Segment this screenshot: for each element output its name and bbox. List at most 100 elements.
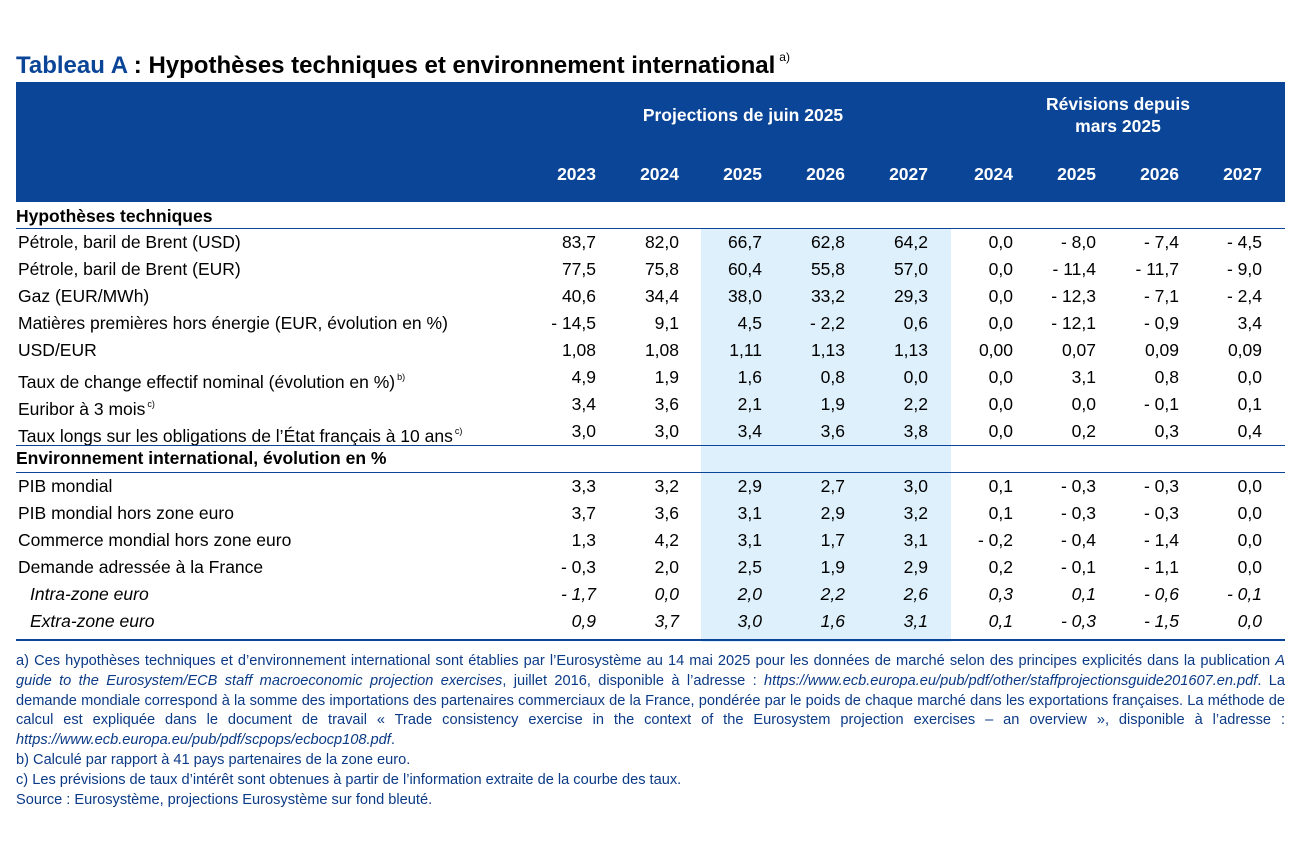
cell-value: 3,2 (654, 476, 679, 496)
cell-value: - 0,1 (1143, 394, 1179, 414)
row-label-text: Taux de change effectif nominal (évoluti… (18, 372, 396, 392)
row-label-text: Taux longs sur les obligations de l’État… (18, 426, 453, 446)
cell-value: 34,4 (644, 286, 679, 306)
title-text: Hypothèses techniques et environnement i… (148, 52, 776, 79)
row-label-text: Euribor à 3 mois (18, 399, 146, 419)
table-row: Extra-zone euro 0,9 3,7 3,0 1,6 3,1 0,1 - 0,3 - … (16, 608, 1285, 635)
cell-value: - 0,9 (1143, 313, 1179, 333)
cell-value: 2,9 (737, 476, 762, 496)
cell-value: 1,3 (571, 530, 596, 550)
cell-value: 1,9 (820, 394, 845, 414)
cell-value: - 0,3 (1060, 503, 1096, 523)
cell-value: 0,9 (571, 611, 596, 631)
cell-value: 3,6 (654, 503, 679, 523)
divider (16, 639, 1285, 641)
cell-value: 82,0 (644, 232, 679, 252)
revisions-group-header: Révisions depuis mars 2025 (1001, 93, 1235, 137)
row-label-text: Matières premières hors énergie (EUR, év… (18, 313, 448, 333)
year-header: 2026 (1140, 164, 1179, 184)
cell-value: 0,6 (903, 313, 928, 333)
cell-value: 0,0 (988, 394, 1013, 414)
footnote-a-link[interactable]: https://www.ecb.europa.eu/pub/pdf/other/… (764, 672, 1258, 689)
cell-value: - 8,0 (1060, 232, 1096, 252)
cell-value: 0,0 (988, 421, 1013, 441)
row-label-text: Pétrole, baril de Brent (USD) (18, 232, 241, 252)
cell-value: 3,4 (1237, 313, 1262, 333)
year-header: 2026 (806, 164, 845, 184)
cell-value: 1,13 (810, 340, 845, 360)
footnote-marker: b) (397, 372, 406, 382)
footnotes: a) Ces hypothèses techniques et d’enviro… (16, 652, 1285, 810)
footnote-a-text: a) Ces hypothèses techniques et d’enviro… (16, 653, 1276, 669)
cell-value: 3,8 (903, 421, 928, 441)
cell-value: 66,7 (727, 232, 762, 252)
cell-value: 1,11 (729, 340, 762, 360)
row-label-text: PIB mondial (18, 476, 113, 496)
title-separator: : (127, 52, 149, 79)
cell-value: - 12,1 (1051, 313, 1096, 333)
cell-value: - 0,1 (1226, 584, 1262, 604)
cell-value: 3,1 (903, 530, 928, 550)
cell-value: 0,3 (988, 584, 1013, 604)
revisions-header-line2: mars 2025 (1075, 116, 1161, 136)
cell-value: - 0,6 (1143, 584, 1179, 604)
table-row: PIB mondial hors zone euro 3,7 3,6 3,1 2,9 3,… (16, 500, 1285, 527)
cell-value: 0,1 (988, 503, 1013, 523)
row-label: Commerce mondial hors zone euro (18, 527, 291, 554)
row-label-text: Gaz (EUR/MWh) (18, 286, 150, 306)
footnote-a: a) Ces hypothèses techniques et d’enviro… (16, 652, 1285, 751)
row-label: Extra-zone euro (30, 608, 155, 635)
divider (16, 472, 1285, 473)
cell-value: 3,0 (654, 421, 679, 441)
revisions-header-line1: Révisions depuis (1046, 94, 1190, 114)
cell-value: 2,0 (737, 584, 762, 604)
cell-value: 9,1 (654, 313, 679, 333)
footnote-marker: c) (147, 399, 155, 409)
cell-value: 3,4 (571, 394, 596, 414)
cell-value: - 14,5 (551, 313, 596, 333)
divider (16, 445, 1285, 446)
row-label: Intra-zone euro (30, 581, 149, 608)
table-row: Pétrole, baril de Brent (EUR) 77,5 75,8 60,… (16, 256, 1285, 283)
row-label: Pétrole, baril de Brent (EUR) (18, 256, 241, 283)
footnote-a-link[interactable]: https://www.ecb.europa.eu/pub/pdf/scpops… (16, 732, 391, 749)
title-footnote-marker: a) (779, 50, 790, 64)
table-row: Pétrole, baril de Brent (USD) 83,7 82,0 66,… (16, 229, 1285, 256)
row-label: Demande adressée à la France (18, 554, 263, 581)
table-row: Demande adressée à la France - 0,3 2,0 2,5 1… (16, 554, 1285, 581)
cell-value: 1,6 (737, 367, 762, 387)
cell-value: 2,1 (737, 394, 762, 414)
cell-value: 40,6 (561, 286, 596, 306)
cell-value: 3,3 (571, 476, 596, 496)
cell-value: 64,2 (893, 232, 928, 252)
cell-value: 29,3 (893, 286, 928, 306)
cell-value: 0,0 (1237, 611, 1262, 631)
cell-value: - 12,3 (1051, 286, 1096, 306)
cell-value: 3,1 (737, 530, 762, 550)
cell-value: 55,8 (810, 259, 845, 279)
section-title: Environnement international, évolution e… (16, 448, 387, 468)
row-label: Taux longs sur les obligations de l’État… (18, 418, 462, 450)
cell-value: 2,5 (737, 557, 762, 577)
cell-value: - 7,1 (1143, 286, 1179, 306)
cell-value: - 0,3 (1143, 476, 1179, 496)
cell-value: 77,5 (561, 259, 596, 279)
cell-value: 0,0 (1237, 557, 1262, 577)
cell-value: 0,1 (988, 476, 1013, 496)
row-label: Gaz (EUR/MWh) (18, 283, 149, 310)
cell-value: 0,0 (988, 286, 1013, 306)
cell-value: 3,2 (903, 503, 928, 523)
cell-value: 0,8 (1154, 367, 1179, 387)
row-label: Taux de change effectif nominal (évoluti… (18, 364, 405, 396)
footnote-a-text: . (390, 732, 395, 749)
cell-value: 1,9 (654, 367, 679, 387)
cell-value: - 4,5 (1226, 232, 1262, 252)
cell-value: - 0,3 (1143, 503, 1179, 523)
cell-value: 4,9 (571, 367, 596, 387)
cell-value: 0,1 (988, 611, 1013, 631)
cell-value: 0,8 (820, 367, 845, 387)
cell-value: 0,0 (988, 259, 1013, 279)
cell-value: 1,08 (644, 340, 679, 360)
row-label-text: Pétrole, baril de Brent (EUR) (18, 259, 241, 279)
projections-group-header: Projections de juin 2025 (642, 105, 844, 125)
